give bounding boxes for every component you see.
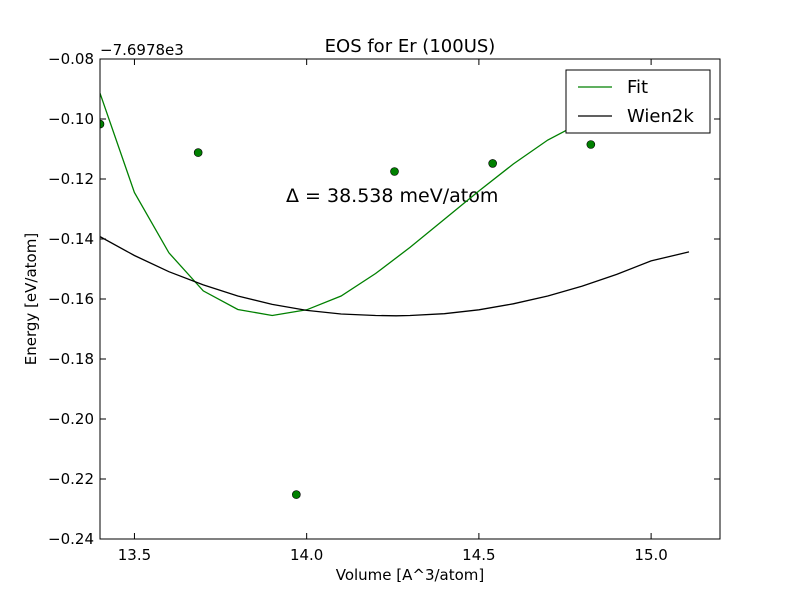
y-tick-label: −0.24 xyxy=(48,530,94,548)
legend-box xyxy=(565,69,711,134)
x-axis-label: Volume [A^3/atom] xyxy=(336,566,485,584)
data-point xyxy=(390,167,399,176)
x-tick-label: 15.0 xyxy=(634,546,667,564)
series-line-fit xyxy=(100,92,600,317)
plot-area xyxy=(100,92,690,499)
y-tick-label: −0.16 xyxy=(48,290,94,308)
x-tick-label: 14.5 xyxy=(462,546,495,564)
y-tick-label: −0.20 xyxy=(48,410,94,428)
legend-wien2k-label: Wien2k xyxy=(627,106,694,127)
y-axis-label: Energy [eV/atom] xyxy=(22,233,40,365)
y-tick-label: −0.10 xyxy=(48,110,94,128)
legend: Fit Wien2k xyxy=(565,69,711,134)
data-point xyxy=(292,490,301,499)
y-offset-label: −7.6978e3 xyxy=(100,41,184,59)
data-point xyxy=(193,148,203,157)
chart-title: EOS for Er (100US) xyxy=(325,36,496,57)
series-line-wien2k xyxy=(100,236,690,317)
y-tick-label: −0.22 xyxy=(48,470,94,488)
x-tick-label: 14.0 xyxy=(290,546,323,564)
y-tick-label: −0.18 xyxy=(48,350,94,368)
y-tick-label: −0.14 xyxy=(48,230,94,248)
y-tick-label: −0.12 xyxy=(48,170,94,188)
y-tick-label: −0.08 xyxy=(48,50,94,68)
x-tick-label: 13.5 xyxy=(118,546,151,564)
data-point xyxy=(586,140,596,149)
delta-annotation: Δ = 38.538 meV/atom xyxy=(286,185,498,207)
data-point xyxy=(488,159,497,168)
legend-fit-label: Fit xyxy=(627,77,648,98)
data-point xyxy=(100,119,105,129)
